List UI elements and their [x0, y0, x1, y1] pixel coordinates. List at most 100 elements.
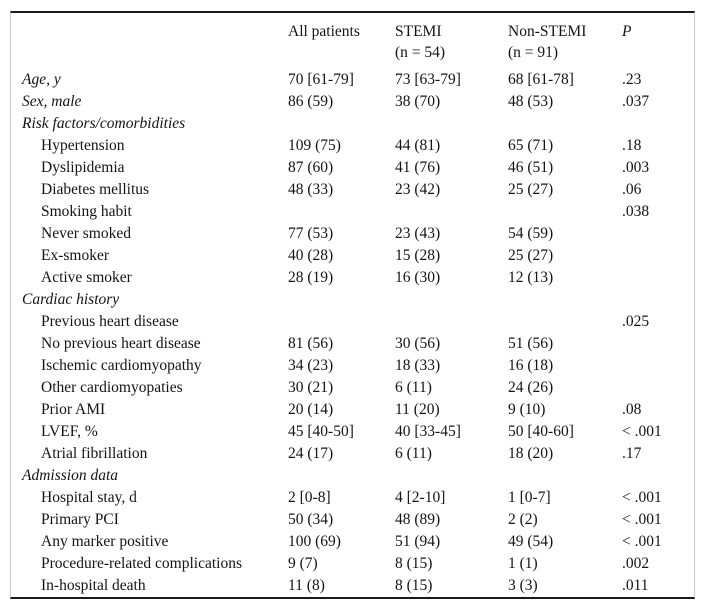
cell-non-stemi: 1 [0-7] — [508, 489, 551, 506]
cell-non-stemi: 25 (27) — [508, 247, 554, 264]
table-row: Any marker positive 100 (69) 51 (94) 49 … — [11, 531, 694, 553]
cell-p-value: .011 — [622, 577, 649, 594]
row-label-cell: Age, y — [11, 69, 288, 91]
row-label-cell: Cardiac history — [11, 289, 288, 311]
table-row: Other cardiomyopaties 30 (21) 6 (11) 24 … — [11, 377, 694, 399]
cell-all-patients: 20 (14) — [288, 401, 334, 418]
cell-p-value: < .001 — [622, 489, 662, 506]
cell-non-stemi: 3 (3) — [508, 577, 538, 594]
cell-all-patients: 2 [0-8] — [288, 489, 331, 506]
column-header-all-patients: All patients — [288, 21, 395, 42]
cell-non-stemi: 2 (2) — [508, 511, 538, 528]
table-row: Admission data — [11, 465, 694, 487]
cell-non-stemi: 12 (13) — [508, 269, 554, 286]
cell-all-patients: 34 (23) — [288, 357, 334, 374]
cell-p-value: .002 — [622, 555, 650, 572]
cell-all-patients: 40 (28) — [288, 247, 334, 264]
cell-all-patients: 45 [40-50] — [288, 423, 354, 440]
cell-stemi: 23 (43) — [395, 225, 441, 242]
row-label: Ischemic cardiomyopathy — [41, 357, 202, 374]
cell-stemi: 73 [63-79] — [395, 71, 461, 88]
cell-all-patients: 100 (69) — [288, 533, 341, 550]
table-header-row: All patients STEMI (n = 54) Non-STEMI (n… — [11, 13, 694, 69]
table-row: No previous heart disease 81 (56) 30 (56… — [11, 333, 694, 355]
cell-p-value: < .001 — [622, 533, 662, 550]
row-label: Age, y — [22, 71, 61, 88]
cell-p-value: .003 — [622, 159, 650, 176]
table-row: Prior AMI 20 (14) 11 (20) 9 (10) .08 — [11, 399, 694, 421]
row-label-cell: Smoking habit — [11, 201, 288, 223]
row-label: Any marker positive — [41, 533, 169, 550]
cell-stemi: 4 [2-10] — [395, 489, 446, 506]
cell-all-patients: 24 (17) — [288, 445, 334, 462]
cell-all-patients: 70 [61-79] — [288, 71, 354, 88]
table-row: Smoking habit .038 — [11, 201, 694, 223]
row-label: Atrial fibrillation — [41, 445, 148, 462]
cell-p-value: .025 — [622, 313, 650, 330]
row-label: Ex-smoker — [41, 247, 110, 264]
cell-non-stemi: 24 (26) — [508, 379, 554, 396]
row-label-cell: LVEF, % — [11, 421, 288, 443]
row-label: Hypertension — [41, 137, 125, 154]
column-header-stemi-line1: STEMI — [395, 23, 442, 40]
cell-non-stemi: 68 [61-78] — [508, 71, 574, 88]
row-label-cell: Previous heart disease — [11, 311, 288, 333]
table-row: Age, y 70 [61-79] 73 [63-79] 68 [61-78] … — [11, 69, 694, 91]
row-label-cell: Hypertension — [11, 135, 288, 157]
cell-all-patients: 81 (56) — [288, 335, 334, 352]
row-label: LVEF, % — [41, 423, 98, 440]
cell-stemi: 48 (89) — [395, 511, 441, 528]
row-label-cell: No previous heart disease — [11, 333, 288, 355]
cell-p-value: < .001 — [622, 511, 662, 528]
table-row: Active smoker 28 (19) 16 (30) 12 (13) — [11, 267, 694, 289]
cell-p-value: .038 — [622, 203, 650, 220]
row-label-cell: Other cardiomyopaties — [11, 377, 288, 399]
row-label: Other cardiomyopaties — [41, 379, 183, 396]
table-row: Never smoked 77 (53) 23 (43) 54 (59) — [11, 223, 694, 245]
cell-stemi: 38 (70) — [395, 93, 441, 110]
cell-non-stemi: 1 (1) — [508, 555, 538, 572]
row-label-cell: Dyslipidemia — [11, 157, 288, 179]
cell-stemi: 23 (42) — [395, 181, 441, 198]
cell-stemi: 6 (11) — [395, 445, 432, 462]
cell-non-stemi: 65 (71) — [508, 137, 554, 154]
column-header-non-stemi-line1: Non-STEMI — [508, 23, 587, 40]
row-label: Risk factors/comorbidities — [22, 115, 186, 132]
cell-non-stemi: 48 (53) — [508, 93, 554, 110]
cell-p-value: .037 — [622, 93, 650, 110]
cell-all-patients: 9 (7) — [288, 555, 318, 572]
cell-p-value: .23 — [622, 71, 642, 88]
row-label: In-hospital death — [41, 577, 146, 594]
table-row: Procedure-related complications 9 (7) 8 … — [11, 553, 694, 575]
cell-stemi: 41 (76) — [395, 159, 441, 176]
row-label-cell: Ischemic cardiomyopathy — [11, 355, 288, 377]
cell-all-patients: 28 (19) — [288, 269, 334, 286]
cell-non-stemi: 49 (54) — [508, 533, 554, 550]
cell-stemi: 51 (94) — [395, 533, 441, 550]
row-label: Admission data — [22, 467, 119, 484]
row-label-cell: Risk factors/comorbidities — [11, 113, 288, 135]
table-row: Cardiac history — [11, 289, 694, 311]
cell-p-value: .18 — [622, 137, 642, 154]
cell-all-patients: 48 (33) — [288, 181, 334, 198]
table-row: Atrial fibrillation 24 (17) 6 (11) 18 (2… — [11, 443, 694, 465]
table-row: In-hospital death 11 (8) 8 (15) 3 (3) .0… — [11, 575, 694, 597]
cell-non-stemi: 46 (51) — [508, 159, 554, 176]
table-row: LVEF, % 45 [40-50] 40 [33-45] 50 [40-60]… — [11, 421, 694, 443]
row-label: Sex, male — [22, 93, 82, 110]
cell-stemi: 8 (15) — [395, 577, 433, 594]
row-label-cell: Admission data — [11, 465, 288, 487]
table-row: Primary PCI 50 (34) 48 (89) 2 (2) < .001 — [11, 509, 694, 531]
row-label-cell: Sex, male — [11, 91, 288, 113]
cell-all-patients: 87 (60) — [288, 159, 334, 176]
row-label: Never smoked — [41, 225, 131, 242]
row-label-cell: Active smoker — [11, 267, 288, 289]
cell-stemi: 8 (15) — [395, 555, 433, 572]
cell-all-patients: 30 (21) — [288, 379, 334, 396]
table-row: Risk factors/comorbidities — [11, 113, 694, 135]
column-header-stemi-line2: (n = 54) — [395, 44, 446, 61]
cell-stemi: 6 (11) — [395, 379, 432, 396]
row-label: Primary PCI — [41, 511, 119, 528]
table-body: Age, y 70 [61-79] 73 [63-79] 68 [61-78] … — [11, 69, 694, 597]
cell-stemi: 16 (30) — [395, 269, 441, 286]
